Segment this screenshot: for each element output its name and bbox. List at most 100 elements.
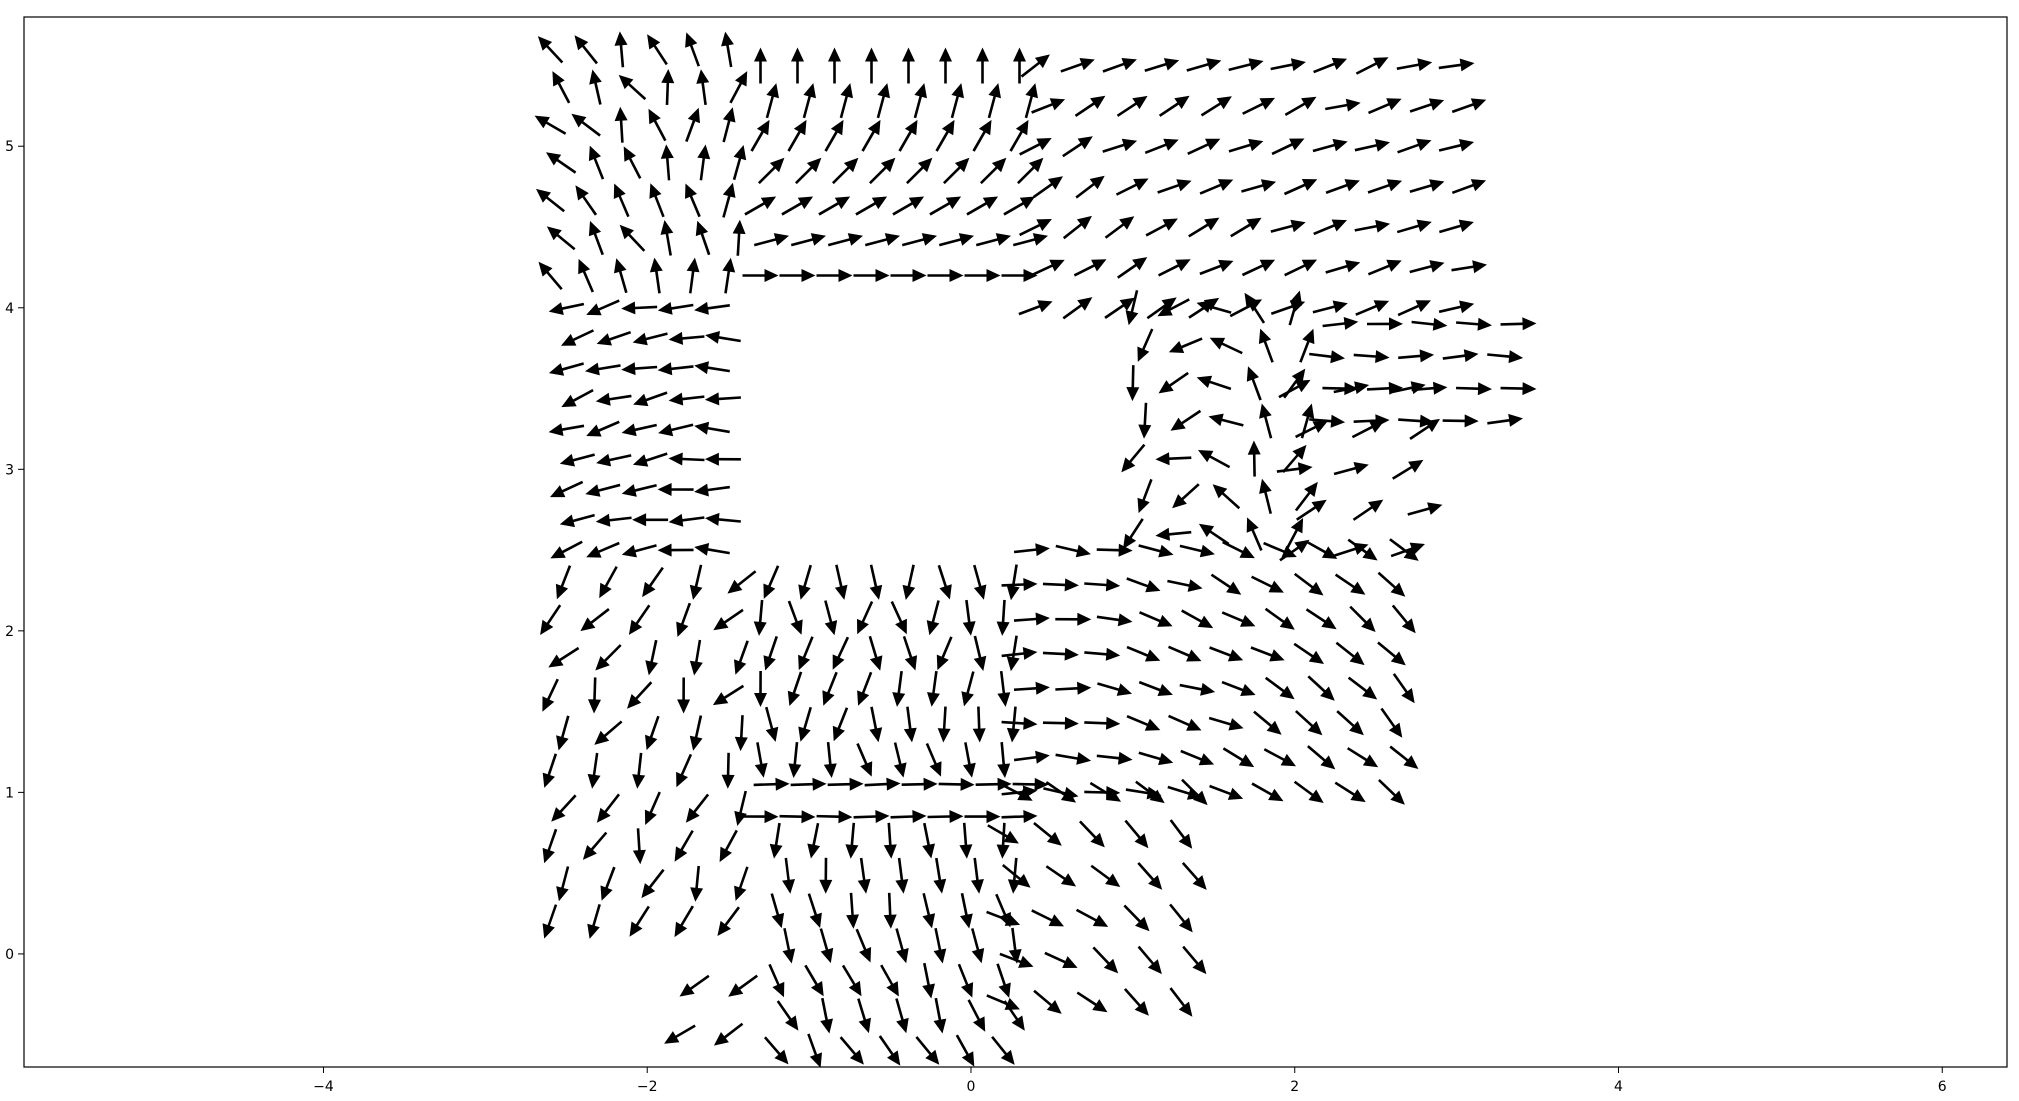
quiver-arrow [822, 671, 838, 706]
quiver-arrow [857, 601, 874, 635]
quiver-arrow [901, 233, 937, 247]
arrow-field [534, 31, 1537, 1068]
quiver-arrow [768, 963, 785, 998]
quiver-arrow [632, 513, 669, 527]
quiver-arrow [677, 677, 691, 714]
quiver-arrow [676, 602, 692, 637]
quiver-arrow [1102, 58, 1137, 73]
quiver-arrow [1391, 604, 1416, 634]
quiver-arrow [880, 964, 899, 997]
quiver-arrow [1172, 483, 1200, 509]
quiver-arrow [574, 35, 598, 65]
quiver-arrow [1209, 784, 1244, 800]
quiver-arrow [1182, 945, 1207, 975]
quiver-arrow [1335, 641, 1365, 666]
quiver-arrow [1126, 365, 1140, 402]
quiver-arrow [1168, 337, 1203, 353]
quiver-arrow [534, 115, 567, 135]
quiver-arrow [1019, 138, 1052, 156]
quiver-arrow [657, 483, 694, 496]
quiver-arrow [964, 810, 1001, 824]
quiver-arrow [758, 157, 785, 185]
quiver-arrow [694, 543, 730, 556]
quiver-arrow [938, 777, 975, 791]
quiver-arrow [1354, 219, 1391, 233]
quiver-arrow [1377, 641, 1406, 666]
quiver-arrow [575, 185, 598, 216]
y-axis: 0 1 2 3 4 5 [5, 139, 24, 963]
quiver-arrow [1209, 337, 1243, 355]
quiver-arrow [798, 636, 814, 671]
quiver-arrow [1222, 747, 1255, 768]
quiver-arrow [644, 791, 661, 825]
quiver-arrow [1042, 578, 1079, 592]
quiver-arrow [1104, 216, 1135, 239]
quiver-arrow [1333, 462, 1369, 476]
quiver-arrow [856, 743, 873, 777]
quiver-arrow [827, 233, 863, 247]
quiver-arrow [694, 301, 730, 315]
quiver-arrow [754, 742, 768, 778]
quiver-arrow [1409, 260, 1445, 274]
quiver-arrow [542, 904, 558, 939]
quiver-arrow [869, 564, 883, 600]
quiver-arrow [1392, 459, 1424, 480]
quiver-arrow [722, 107, 736, 143]
quiver-arrow [712, 684, 745, 706]
quiver-arrow [869, 157, 896, 185]
quiver-arrow [922, 822, 935, 859]
quiver-arrow [1347, 676, 1378, 700]
quiver-arrow [1259, 403, 1273, 439]
quiver-arrow [782, 857, 795, 894]
quiver-arrow [629, 905, 650, 937]
quiver-arrow [1168, 714, 1202, 731]
quiver-arrow [621, 301, 658, 315]
y-tick-label: 4 [5, 301, 14, 317]
quiver-arrow [973, 635, 987, 671]
quiver-arrow [1334, 573, 1366, 595]
quiver-arrow [685, 107, 700, 142]
quiver-arrow [902, 564, 916, 600]
quiver-arrow [690, 865, 704, 902]
quiver-arrow [1090, 864, 1121, 887]
quiver-arrow [697, 144, 711, 181]
x-tick-label: 0 [967, 1079, 976, 1095]
quiver-arrow [1135, 780, 1165, 804]
quiver-arrow [827, 777, 864, 791]
quiver-arrow [1180, 749, 1215, 766]
quiver-arrow [1354, 139, 1390, 152]
quiver-arrow [1210, 573, 1242, 595]
quiver-arrow [1123, 988, 1149, 1016]
quiver-arrow [893, 742, 907, 778]
quiver-arrow [933, 927, 947, 964]
quiver-arrow [1228, 138, 1264, 153]
quiver-arrow [1349, 605, 1376, 632]
quiver-arrow [645, 715, 660, 751]
quiver-arrow [898, 119, 918, 152]
quiver-arrow [1013, 681, 1050, 695]
quiver-arrow [1353, 350, 1390, 363]
quiver-arrow [986, 994, 1020, 1010]
quiver-arrow [1397, 138, 1432, 154]
quiver-arrow [1397, 300, 1431, 317]
quiver-arrow [1438, 139, 1475, 152]
quiver-arrow [991, 1036, 1015, 1065]
quiver-arrow [1186, 58, 1222, 72]
quiver-arrow [807, 893, 822, 928]
quiver-arrow [1270, 219, 1306, 233]
quiver-arrow [588, 145, 605, 180]
quiver-arrow [1121, 443, 1146, 473]
quiver-arrow [753, 233, 789, 247]
quiver-arrow [1013, 612, 1050, 626]
quiver-arrow [964, 269, 1001, 282]
quiver-arrow [902, 47, 915, 84]
quiver-arrow [1451, 179, 1487, 194]
quiver-arrow [694, 483, 730, 497]
quiver-arrow [548, 423, 585, 436]
quiver-arrow [674, 830, 694, 862]
quiver-arrow [892, 671, 906, 707]
quiver-arrow [1208, 716, 1244, 731]
quiver-arrow [832, 707, 849, 742]
quiver-arrow [632, 828, 646, 865]
quiver-arrow [1084, 578, 1121, 592]
